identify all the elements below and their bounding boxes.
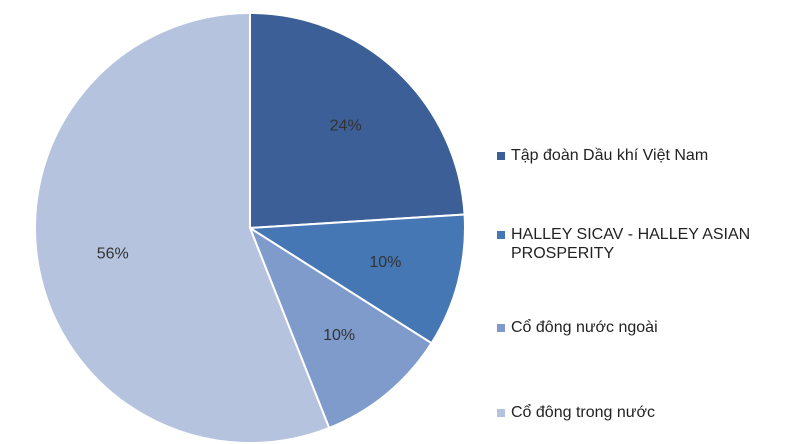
pie-slice	[246, 213, 466, 345]
pie-slice	[34, 11, 331, 444]
legend-label: HALLEY SICAV - HALLEY ASIAN PROSPERITY	[511, 226, 751, 262]
data-label: 56%	[97, 245, 129, 262]
legend-label: Cổ đông trong nước	[511, 404, 655, 421]
legend-entry: Cổ đông nước ngoài	[497, 318, 797, 337]
legend-label: Cổ đông nước ngoài	[511, 319, 658, 336]
legend-entry: HALLEY SICAV - HALLEY ASIAN PROSPERITY	[497, 225, 797, 263]
data-label: 10%	[323, 327, 355, 344]
data-label: 10%	[369, 254, 401, 271]
legend-entry: Cổ đông trong nước	[497, 403, 797, 422]
data-label: 24%	[330, 117, 362, 134]
pie-slice	[249, 11, 466, 230]
legend-swatch	[497, 409, 505, 417]
legend-swatch	[497, 231, 505, 239]
legend-entry: Tập đoàn Dầu khí Việt Nam	[497, 146, 797, 165]
pie-slice	[247, 225, 433, 430]
legend-swatch	[497, 324, 505, 332]
legend-label: Tập đoàn Dầu khí Việt Nam	[511, 147, 709, 164]
legend-swatch	[497, 152, 505, 160]
